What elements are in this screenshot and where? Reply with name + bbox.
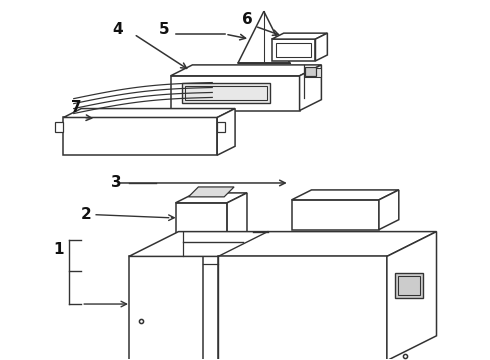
Polygon shape [175,203,227,244]
Polygon shape [217,122,225,132]
Polygon shape [292,200,379,230]
Polygon shape [387,231,437,360]
Polygon shape [227,193,247,244]
Polygon shape [292,190,399,200]
Polygon shape [379,190,399,230]
Polygon shape [395,273,422,298]
Polygon shape [305,67,317,76]
Polygon shape [272,39,316,61]
Polygon shape [218,256,387,360]
Polygon shape [299,65,321,111]
Polygon shape [55,122,63,132]
Polygon shape [63,109,235,117]
Polygon shape [175,193,247,203]
Polygon shape [129,256,203,360]
Polygon shape [189,187,234,197]
Polygon shape [303,68,321,77]
Text: 1: 1 [53,242,64,257]
Polygon shape [171,76,299,111]
Text: 2: 2 [81,207,92,222]
Text: 4: 4 [113,22,123,37]
Polygon shape [182,83,270,103]
Text: 6: 6 [242,12,252,27]
Polygon shape [272,33,327,39]
Polygon shape [217,109,235,155]
Polygon shape [63,117,217,155]
Polygon shape [129,231,437,256]
Polygon shape [316,33,327,61]
Text: 3: 3 [111,175,122,190]
Text: 7: 7 [71,100,82,115]
Polygon shape [171,65,321,76]
Text: 5: 5 [158,22,169,37]
